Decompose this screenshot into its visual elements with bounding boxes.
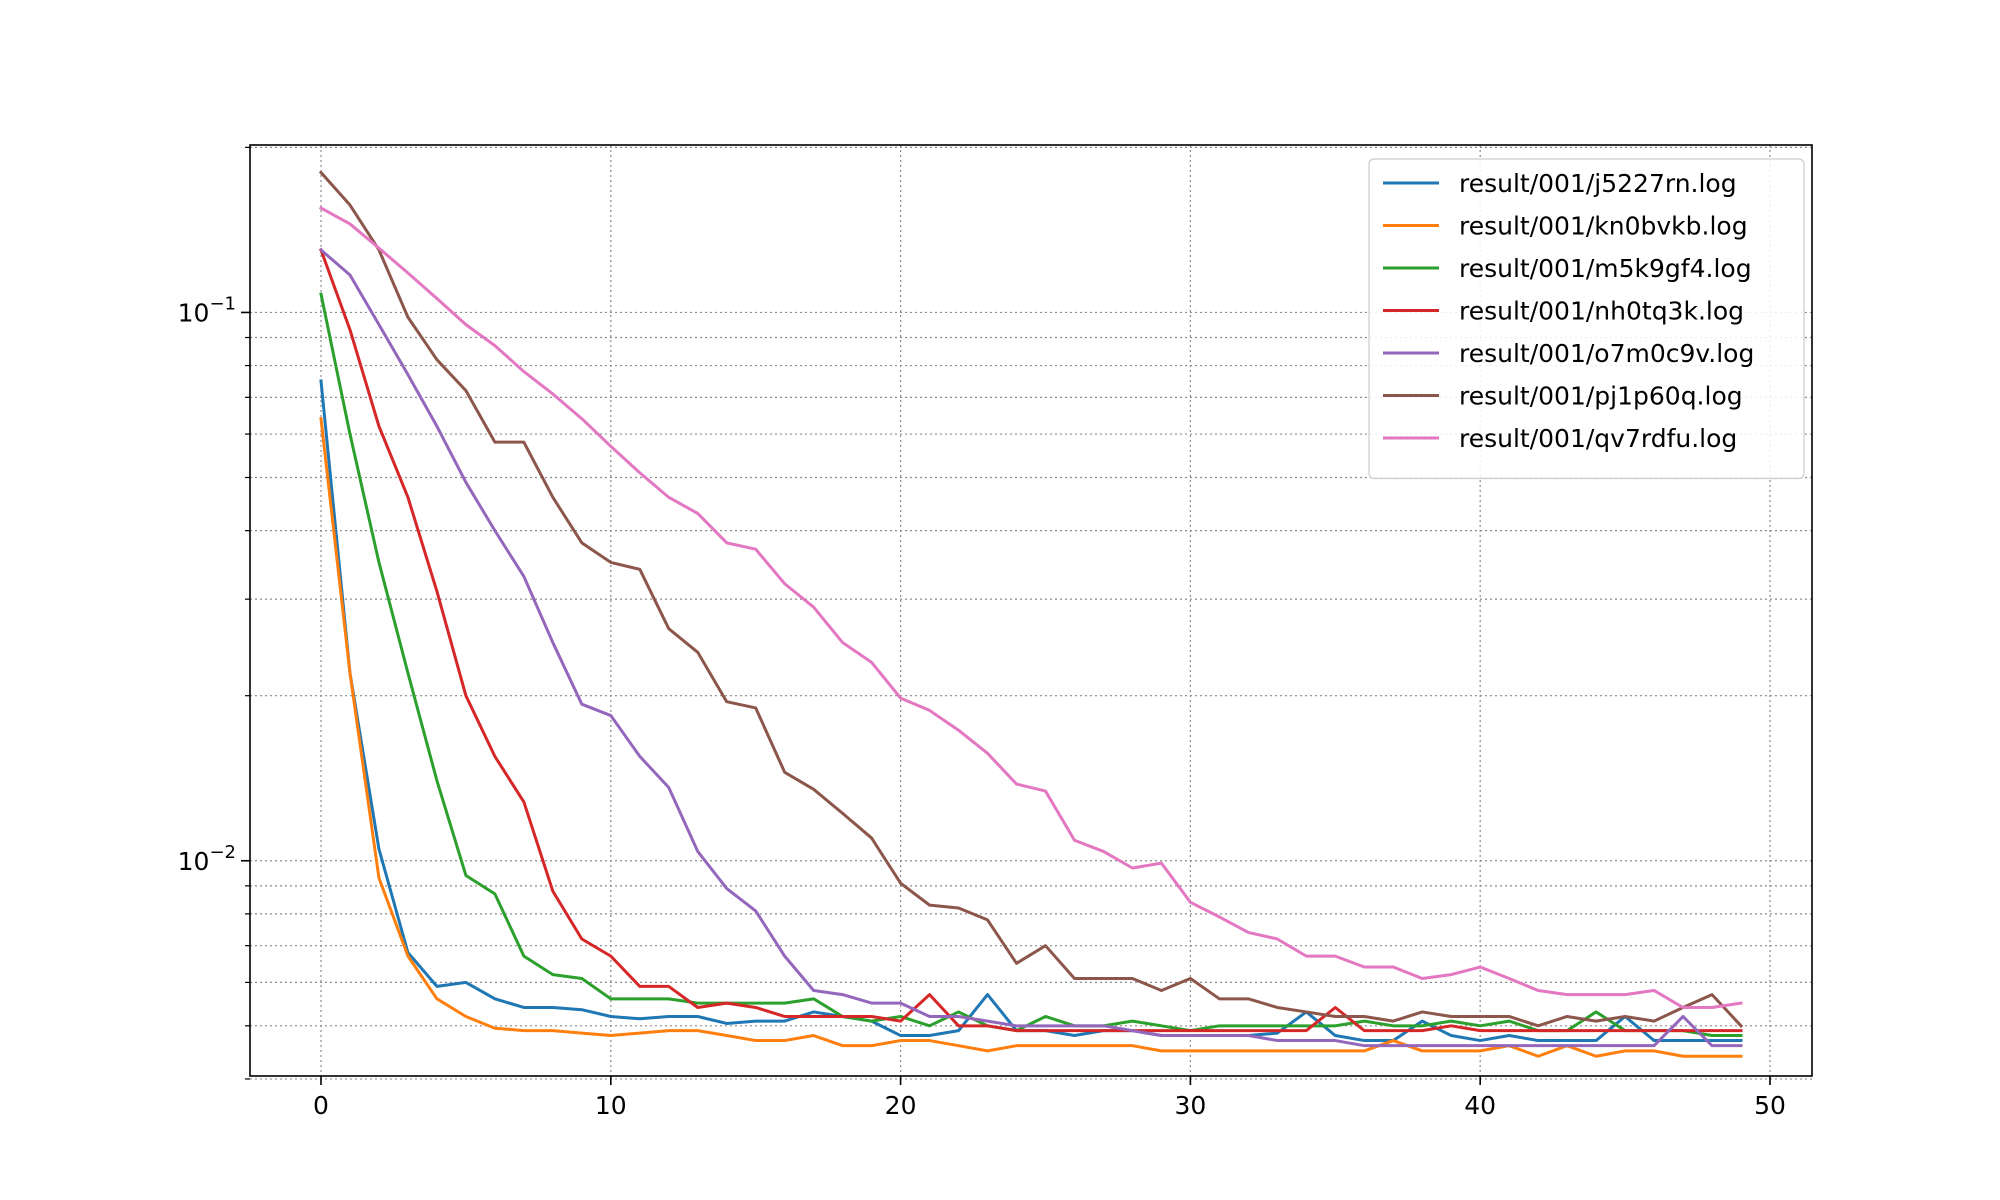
x-tick-label: 20 [885,1091,917,1120]
series-lines [318,170,1744,1058]
x-tick-label: 40 [1464,1091,1496,1120]
x-tick-label: 50 [1754,1091,1786,1120]
series-line-4 [319,248,1743,1033]
x-tick-label: 30 [1174,1091,1206,1120]
x-tick-label: 10 [595,1091,627,1120]
x-axis: 0 10 20 30 40 50 [313,1076,1786,1120]
plot-frame [249,144,1813,1077]
series-line-7 [318,206,1743,1009]
legend-label-1: result/001/j5227rn.log [1459,169,1737,198]
y-tick-label-exponent: −1 [209,293,236,314]
y-tick-label-exponent: −2 [209,842,236,863]
legend-label-3: result/001/m5k9gf4.log [1459,254,1752,283]
legend-box [1368,158,1805,480]
x-tick-label: 0 [313,1091,329,1120]
legend-label-5: result/001/o7m0c9v.log [1459,339,1754,368]
legend-label-7: result/001/qv7rdfu.log [1459,424,1737,453]
legend-label-4: result/001/nh0tq3k.log [1459,297,1744,326]
legend-label-6: result/001/pj1p60q.log [1459,382,1743,411]
legend-label-2: result/001/kn0bvkb.log [1459,212,1748,241]
y-tick-label: 10−1 [178,293,236,327]
series-line-3 [319,292,1743,1038]
y-axis: 10−210−1 [178,146,250,1080]
y-tick-label-base: 10 [178,298,210,327]
series-line-5 [318,247,1743,1048]
series-line-6 [318,170,1744,1028]
y-tick-label-base: 10 [178,847,210,876]
legend: result/001/j5227rn.log result/001/kn0bvkb… [1368,158,1805,480]
y-tick-label: 10−2 [178,842,236,876]
